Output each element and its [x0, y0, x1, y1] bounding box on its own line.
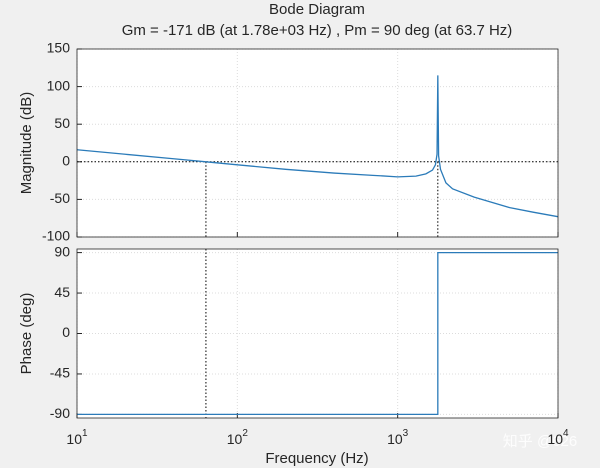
y-axis-label: Magnitude (dB): [18, 92, 35, 195]
x-tick-label: 101: [66, 428, 88, 447]
y-tick-label: 90: [54, 243, 70, 259]
chart-subtitle: Gm = -171 dB (at 1.78e+03 Hz) , Pm = 90 …: [122, 22, 513, 39]
y-tick-label: 150: [47, 40, 71, 56]
watermark: 知乎 @626: [503, 433, 577, 450]
y-tick-label: -100: [42, 228, 70, 244]
y-tick-label: 0: [62, 324, 70, 340]
y-tick-label: 45: [54, 284, 70, 300]
y-tick-label: 100: [47, 77, 71, 93]
x-tick-label: 104: [547, 428, 569, 447]
y-tick-label: 0: [62, 153, 70, 169]
y-tick-label: -45: [50, 365, 70, 381]
y-tick-label: -50: [50, 190, 70, 206]
axes-frame: [76, 48, 559, 238]
axes-frame: [76, 248, 559, 419]
x-axis-label: Frequency (Hz): [265, 450, 368, 467]
y-axis-label: Phase (deg): [18, 293, 35, 375]
data-line: [76, 75, 559, 218]
y-tick-label: -90: [50, 405, 70, 421]
x-tick-label: 102: [227, 428, 249, 447]
data-line: [77, 251, 558, 416]
x-tick-label: 103: [387, 428, 409, 447]
chart-title: Bode Diagram: [269, 1, 365, 18]
y-tick-label: 50: [54, 115, 70, 131]
plot-area: [77, 49, 558, 237]
